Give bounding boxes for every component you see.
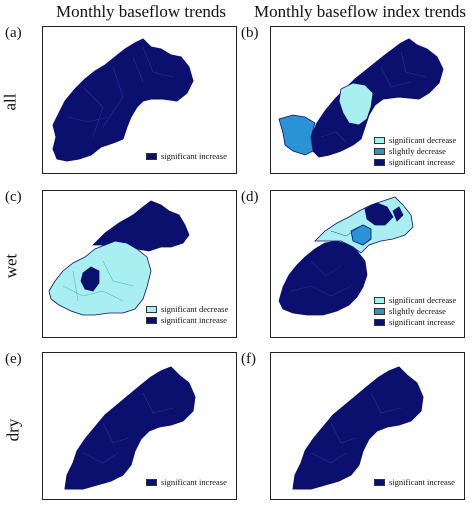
subbasin-lines: [67, 46, 174, 138]
legend-item: significant increase: [374, 477, 455, 488]
subbasin-lines: [62, 260, 134, 302]
legend-item: significant decrease: [374, 295, 456, 306]
column-title-baseflow-index: Monthly baseflow index trends: [254, 2, 466, 21]
panel-letter: (e): [5, 351, 22, 367]
legend-item: slightly decrease: [374, 146, 456, 157]
significant-increase-region: [92, 200, 190, 252]
legend-swatch: [146, 306, 157, 313]
legend-item: slightly decrease: [374, 306, 456, 317]
legend: significant decrease slightly decrease s…: [374, 135, 456, 168]
panel-letter: (f): [241, 351, 256, 367]
basin-shape: [292, 366, 424, 490]
legend-label: significant decrease: [389, 135, 457, 145]
legend-item: significant increase: [374, 317, 456, 328]
subbasin-lines: [310, 392, 402, 464]
significant-increase-patch: [80, 266, 100, 292]
legend-item: significant increase: [374, 157, 456, 168]
row-label-dry: dry: [3, 418, 23, 442]
column-title-baseflow: Monthly baseflow trends: [56, 2, 226, 21]
panel-c: (c) significant decrease significant inc…: [5, 189, 237, 338]
legend-label: significant increase: [161, 315, 227, 325]
panel-b: (b) significant decrease slightly decrea…: [241, 25, 465, 174]
row-label-all: all: [0, 93, 20, 111]
subbasin-lines: [82, 392, 174, 464]
legend-label: significant increase: [389, 317, 455, 327]
legend-label: significant increase: [161, 151, 227, 161]
legend-label: slightly decrease: [389, 306, 446, 316]
legend-swatch: [374, 479, 385, 486]
legend-label: significant increase: [389, 157, 455, 167]
legend-item: significant increase: [146, 477, 227, 488]
legend-swatch: [374, 308, 385, 315]
slightly-decrease-region: [350, 224, 372, 246]
legend-swatch: [374, 137, 385, 144]
slightly-decrease-region: [278, 114, 316, 156]
significant-decrease-region: [338, 82, 374, 126]
legend: significant increase: [146, 151, 227, 162]
legend: significant decrease significant increas…: [146, 304, 228, 326]
legend-label: slightly decrease: [389, 146, 446, 156]
legend-swatch: [374, 297, 385, 304]
legend-swatch: [146, 153, 157, 160]
basin-shape: [52, 38, 194, 162]
panel-letter: (d): [241, 189, 259, 205]
subbasin-lines: [320, 51, 427, 143]
panel-d: (d) significant decrease slightly decrea…: [241, 189, 465, 338]
legend-swatch: [374, 148, 385, 155]
legend-label: significant decrease: [389, 295, 457, 305]
significant-increase-patch: [364, 202, 394, 226]
significant-decrease-region: [48, 240, 152, 316]
basin-map-a: [52, 38, 194, 162]
legend-item: significant increase: [146, 151, 227, 162]
panel-letter: (a): [5, 25, 22, 41]
legend: significant decrease slightly decrease s…: [374, 295, 456, 328]
basin-map-d: [278, 196, 414, 316]
panel-letter: (b): [241, 25, 259, 41]
significant-increase-patch: [392, 206, 404, 222]
panel-letter: (c): [5, 189, 22, 205]
subbasin-lines: [290, 225, 362, 297]
legend-swatch: [374, 319, 385, 326]
legend-swatch: [146, 479, 157, 486]
row-label-wet: wet: [1, 253, 21, 279]
panel-f: (f) significant increase: [241, 351, 465, 500]
legend-swatch: [146, 317, 157, 324]
legend-label: significant increase: [161, 477, 227, 487]
legend-label: significant increase: [389, 477, 455, 487]
basin-shape: [64, 366, 196, 490]
legend: significant increase: [374, 477, 455, 488]
basin-shape: [310, 38, 444, 158]
significant-increase-region: [278, 240, 368, 316]
basin-map-e: [64, 366, 196, 490]
legend: significant increase: [146, 477, 227, 488]
basin-map-c: [48, 200, 190, 316]
panel-e: (e) significant increase: [5, 351, 237, 500]
legend-item: significant decrease: [374, 135, 456, 146]
legend-item: significant increase: [146, 315, 228, 326]
legend-item: significant decrease: [146, 304, 228, 315]
panel-a: (a) significant increase: [5, 25, 237, 174]
basin-map-b: [278, 38, 444, 158]
legend-swatch: [374, 159, 385, 166]
basin-map-f: [292, 366, 424, 490]
legend-label: significant decrease: [161, 304, 229, 314]
